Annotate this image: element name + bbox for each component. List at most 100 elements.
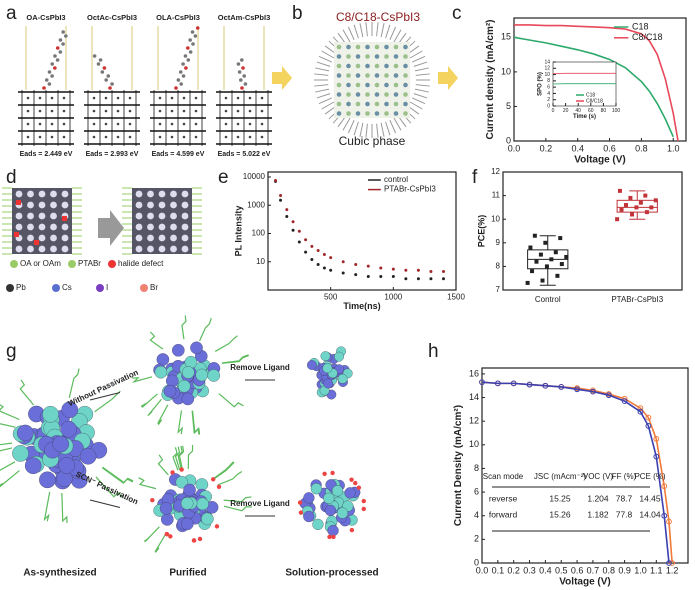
structure-label: OLA-CsPbI3 — [156, 13, 200, 22]
y-tick-label: 8 — [547, 78, 550, 84]
y-tick-label: 10 — [469, 439, 479, 449]
shape — [92, 96, 96, 100]
shape — [38, 201, 46, 209]
shape — [47, 82, 52, 86]
shape — [384, 44, 389, 50]
shape — [34, 240, 39, 245]
shape — [184, 66, 188, 70]
shape — [0, 470, 20, 488]
shape — [336, 507, 349, 519]
y-tick-label: 12 — [469, 416, 479, 426]
point — [404, 277, 408, 281]
shape — [157, 404, 169, 425]
shape — [365, 92, 370, 97]
plot-frame — [267, 171, 457, 291]
shape — [156, 353, 170, 366]
shape — [374, 101, 380, 107]
x-tick-label: 0.2 — [540, 143, 553, 153]
x-tick-label: 1500 — [447, 292, 465, 301]
marker — [666, 518, 672, 525]
y-tick-label: 14 — [544, 59, 550, 65]
shape — [157, 454, 169, 476]
shape — [393, 111, 399, 116]
point — [638, 200, 643, 205]
shape — [38, 190, 46, 198]
shape — [413, 61, 428, 67]
shape — [158, 212, 166, 220]
plot-frame — [513, 17, 687, 142]
shape — [403, 101, 408, 107]
shape — [181, 190, 189, 198]
shape — [158, 234, 166, 242]
legend-label: Pb — [16, 283, 26, 292]
point — [322, 266, 326, 270]
shape — [158, 245, 166, 253]
shape — [172, 447, 179, 471]
shape — [50, 96, 54, 100]
shape — [336, 73, 342, 78]
point — [304, 238, 308, 242]
point — [279, 198, 283, 202]
point — [441, 270, 445, 274]
shape — [195, 26, 200, 30]
y-tick-label: 4 — [547, 91, 550, 97]
y-tick-label: 0 — [474, 557, 479, 567]
shape — [384, 82, 389, 88]
x-tick-label: 0.0 — [508, 143, 521, 153]
shape — [53, 54, 57, 58]
shape — [147, 245, 154, 253]
shape — [62, 96, 66, 100]
point — [553, 250, 558, 255]
point — [341, 260, 345, 264]
y-tick-label: 4 — [474, 510, 479, 520]
shape — [170, 201, 177, 209]
shape — [191, 538, 197, 543]
legend-label: Cs — [62, 283, 72, 292]
shape — [170, 245, 177, 253]
shape — [322, 363, 333, 374]
shape — [248, 135, 252, 139]
shape — [248, 109, 252, 113]
shape — [330, 470, 335, 476]
x-tick-label: 0.4 — [571, 143, 584, 153]
point — [564, 254, 569, 259]
legend-label: PTABr-CsPbI3 — [384, 185, 436, 194]
shape — [53, 66, 57, 70]
marker — [574, 386, 580, 393]
shape — [384, 92, 389, 97]
marker — [637, 408, 644, 415]
y-tick-label: 10 — [256, 257, 265, 266]
point — [304, 250, 308, 254]
shape — [380, 23, 385, 38]
shape — [201, 512, 214, 526]
shape — [346, 54, 351, 59]
table-cell: 78.7 — [616, 493, 633, 503]
shape — [346, 82, 351, 88]
point — [285, 208, 289, 212]
y-tick-label: 1000 — [247, 200, 265, 209]
shape — [175, 475, 189, 489]
legend-label: C8/C18 — [586, 98, 603, 104]
shape — [409, 50, 423, 59]
shape — [224, 109, 228, 113]
x-tick-label: 1.0 — [667, 143, 680, 153]
shape — [344, 487, 356, 499]
shape — [108, 86, 112, 90]
shape — [347, 26, 355, 41]
point — [617, 188, 622, 193]
shape — [19, 379, 35, 406]
shape — [403, 73, 408, 78]
point — [379, 266, 383, 270]
shape — [191, 42, 195, 46]
point — [555, 273, 560, 278]
stage-label: As-synthesized — [23, 568, 96, 579]
shape — [365, 54, 370, 59]
shape — [50, 74, 54, 78]
shape — [164, 531, 170, 537]
shape — [158, 96, 162, 100]
shape — [58, 457, 75, 474]
x-tick-label: 0.6 — [571, 565, 584, 575]
shape — [170, 212, 177, 220]
shape — [336, 92, 342, 97]
shape — [89, 499, 121, 508]
